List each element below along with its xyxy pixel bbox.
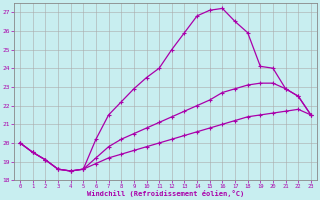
X-axis label: Windchill (Refroidissement éolien,°C): Windchill (Refroidissement éolien,°C) [87,190,244,197]
